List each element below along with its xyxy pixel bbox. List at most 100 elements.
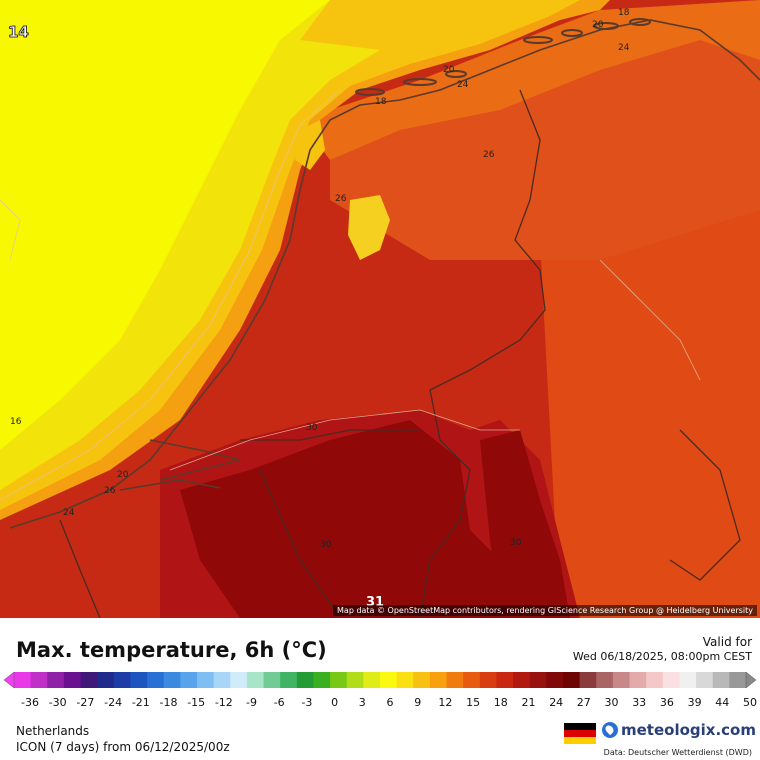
- page-title: Max. temperature, 6h (°C): [16, 638, 327, 662]
- contour-label: 26: [104, 486, 116, 496]
- contour-label: 20: [592, 20, 604, 30]
- legend-tick-label: 9: [414, 696, 421, 709]
- map-attribution[interactable]: Map data © OpenStreetMap contributors, r…: [333, 605, 757, 616]
- legend-color-cell: [346, 672, 364, 688]
- legend-tick-label: 3: [359, 696, 366, 709]
- legend-left-arrow: [3, 671, 15, 689]
- color-legend-ticks: -36 -30 -27 -24 -21 -18 -15 -12 -9 -6 -3 0 3 6 9 12 15 18…: [21, 696, 757, 709]
- legend-color-cell: [529, 672, 547, 688]
- legend-tick-label: 12: [438, 696, 452, 709]
- region-name: Netherlands: [16, 724, 90, 738]
- legend-tick-label: 21: [522, 696, 536, 709]
- legend-tick-label: -21: [132, 696, 150, 709]
- legend-color-cell: [296, 672, 314, 688]
- coastlines: [9, 19, 760, 529]
- borders: [59, 89, 741, 618]
- contour-label: 20: [117, 470, 129, 480]
- zone-26-north: [330, 0, 760, 260]
- contour-label: 18: [618, 8, 630, 18]
- legend-tick-label: -27: [76, 696, 94, 709]
- color-legend-cells: [14, 672, 747, 688]
- legend-color-cell: [130, 672, 148, 688]
- legend-tick-label: 44: [715, 696, 729, 709]
- legend-color-cell: [596, 672, 614, 688]
- contour-label: 18: [375, 97, 387, 107]
- model-run: ICON (7 days) from 06/12/2025/00z: [16, 740, 230, 754]
- zone-31: [180, 420, 520, 618]
- valid-label: Valid for: [702, 635, 752, 649]
- legend-color-cell: [729, 672, 747, 688]
- legend-tick-label: 27: [577, 696, 591, 709]
- contour-label: 16: [10, 417, 22, 427]
- legend-color-cell: [662, 672, 680, 688]
- legend-color-cell: [363, 672, 381, 688]
- legend-tick-label: 33: [632, 696, 646, 709]
- legend-color-cell: [679, 672, 697, 688]
- meteologix-logo[interactable]: meteologix.com: [602, 721, 756, 739]
- legend-tick-label: -6: [274, 696, 285, 709]
- zone-26-east: [540, 150, 760, 618]
- legend-color-cell: [97, 672, 115, 688]
- legend-color-cell: [380, 672, 398, 688]
- contour-label: 30: [306, 423, 318, 433]
- legend-tick-label: -9: [246, 696, 257, 709]
- legend-tick-label: -3: [301, 696, 312, 709]
- location-pin-icon: [602, 722, 618, 738]
- legend-color-cell: [330, 672, 348, 688]
- legend-tick-label: -36: [21, 696, 39, 709]
- legend-tick-label: 0: [331, 696, 338, 709]
- inland-lake: [348, 195, 390, 260]
- contour-labels: 18 20 24 20 24 18 26 26 16 20 26 24 30 3…: [10, 8, 630, 550]
- corner-temperature-label: 14: [8, 23, 29, 41]
- legend-color-cell: [563, 672, 581, 688]
- isotherms: [0, 89, 701, 501]
- legend-color-cell: [546, 672, 564, 688]
- legend-color-cell: [230, 672, 248, 688]
- legend-tick-label: 36: [660, 696, 674, 709]
- legend-color-cell: [47, 672, 65, 688]
- temperature-map[interactable]: 18 20 24 20 24 18 26 26 16 20 26 24 30 3…: [0, 0, 760, 618]
- legend-color-cell: [197, 672, 215, 688]
- legend-color-cell: [496, 672, 514, 688]
- legend-tick-label: 6: [387, 696, 394, 709]
- legend-color-cell: [712, 672, 730, 688]
- legend-color-cell: [246, 672, 264, 688]
- contour-label: 24: [457, 80, 469, 90]
- contour-label: 24: [618, 43, 630, 53]
- legend-color-cell: [446, 672, 464, 688]
- legend-color-cell: [463, 672, 481, 688]
- legend-color-cell: [14, 672, 32, 688]
- legend-color-cell: [313, 672, 331, 688]
- legend-tick-label: 39: [688, 696, 702, 709]
- legend-color-cell: [63, 672, 81, 688]
- data-source: Data: Deutscher Wetterdienst (DWD): [603, 748, 752, 757]
- legend-color-cell: [696, 672, 714, 688]
- legend-tick-label: 18: [494, 696, 508, 709]
- legend-color-cell: [429, 672, 447, 688]
- legend-color-cell: [147, 672, 165, 688]
- legend-color-cell: [280, 672, 298, 688]
- legend-tick-label: -24: [104, 696, 122, 709]
- contour-label: 24: [63, 508, 75, 518]
- brand-name: meteologix.com: [621, 721, 756, 739]
- legend-color-cell: [180, 672, 198, 688]
- inland-lake-2: [295, 120, 325, 170]
- legend-color-cell: [30, 672, 48, 688]
- legend-right-arrow: [745, 671, 757, 689]
- legend-tick-label: -15: [187, 696, 205, 709]
- legend-color-cell: [396, 672, 414, 688]
- contour-label: 26: [483, 150, 495, 160]
- legend-tick-label: 24: [549, 696, 563, 709]
- legend-color-cell: [646, 672, 664, 688]
- german-flag-icon: [564, 723, 596, 744]
- legend-tick-label: 30: [605, 696, 619, 709]
- legend-color-cell: [80, 672, 98, 688]
- color-legend: -36 -30 -27 -24 -21 -18 -15 -12 -9 -6 -3 0 3 6 9 12 15 18…: [0, 668, 760, 712]
- legend-tick-label: -18: [160, 696, 178, 709]
- legend-color-cell: [213, 672, 231, 688]
- zone-24: [300, 0, 760, 160]
- contour-label: 30: [320, 540, 332, 550]
- legend-tick-label: -12: [215, 696, 233, 709]
- legend-color-cell: [413, 672, 431, 688]
- legend-color-cell: [579, 672, 597, 688]
